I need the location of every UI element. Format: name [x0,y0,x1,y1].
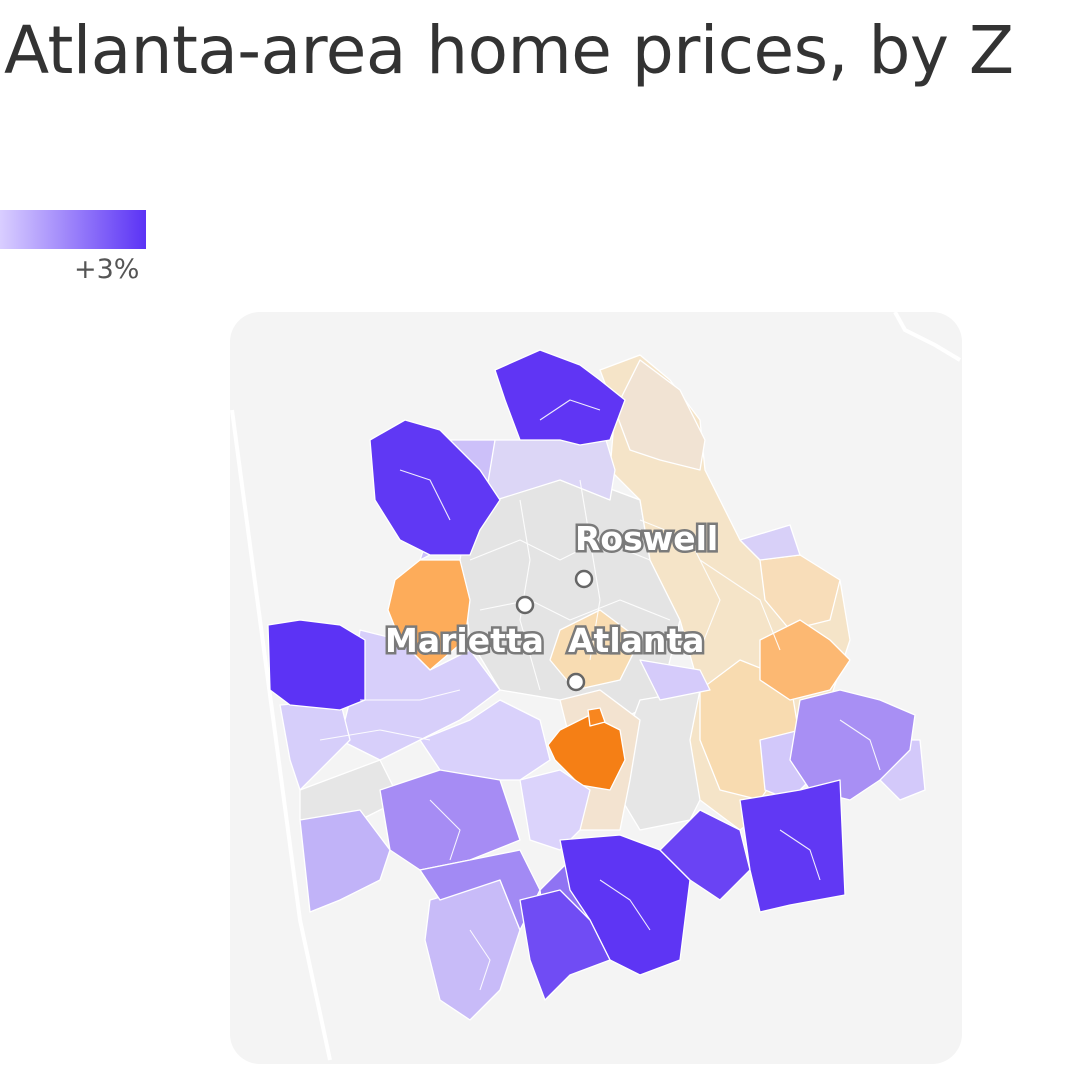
city-label-roswell: Roswell [575,519,718,558]
city-label-atlanta: Atlanta [568,621,704,660]
city-marker-marietta [517,597,533,613]
city-label-marietta: Marietta [385,621,544,660]
zip-region [268,620,365,710]
city-marker-roswell [576,571,592,587]
zip-region [740,780,845,912]
city-marker-atlanta [568,674,584,690]
